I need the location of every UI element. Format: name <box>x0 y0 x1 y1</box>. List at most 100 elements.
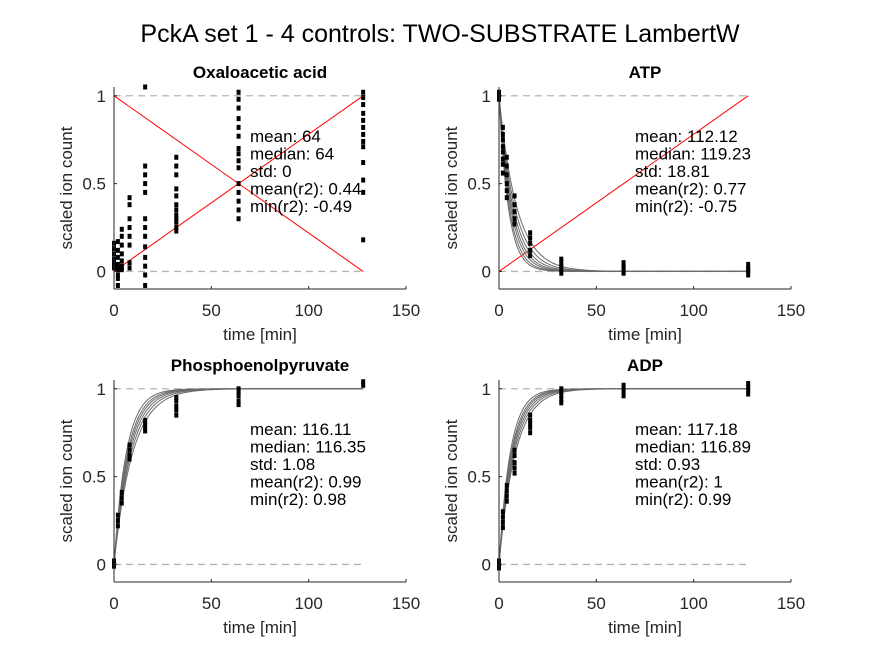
data-point <box>504 154 509 160</box>
data-point <box>621 265 626 271</box>
data-point <box>559 386 564 392</box>
stats-line: mean(r2): 0.99 <box>250 473 362 492</box>
data-point <box>559 389 564 395</box>
stats-line: median: 116.35 <box>250 438 366 457</box>
data-point <box>559 393 564 399</box>
data-point <box>174 163 179 169</box>
data-point <box>143 225 148 231</box>
data-point <box>621 389 626 395</box>
data-point <box>127 233 132 239</box>
data-point <box>504 181 509 187</box>
data-point <box>236 402 241 408</box>
y-tick-label: 1 <box>482 87 491 106</box>
data-point <box>236 116 241 122</box>
stats-line: mean: 117.18 <box>635 420 738 439</box>
data-point <box>119 489 124 495</box>
data-point <box>504 488 509 494</box>
data-point <box>500 519 505 525</box>
data-point <box>174 202 179 208</box>
data-point <box>512 202 517 208</box>
data-point <box>504 188 509 194</box>
data-point <box>512 460 517 466</box>
data-point <box>143 282 148 288</box>
data-point <box>528 412 533 418</box>
x-tick-label: 150 <box>777 301 805 320</box>
data-point <box>143 181 148 187</box>
data-point <box>512 453 517 459</box>
data-point <box>500 149 505 155</box>
data-point <box>504 163 509 169</box>
x-tick-label: 100 <box>294 301 322 320</box>
data-point <box>143 189 148 195</box>
data-point <box>512 470 517 476</box>
stats-line: std: 0 <box>250 162 292 181</box>
data-point <box>174 398 179 404</box>
data-point <box>236 133 241 139</box>
data-point <box>621 386 626 392</box>
data-point <box>528 235 533 241</box>
data-point <box>361 131 366 137</box>
data-point <box>174 403 179 409</box>
data-point <box>361 89 366 95</box>
data-point <box>528 230 533 236</box>
data-point <box>143 244 148 250</box>
x-axis-label: time [min] <box>223 618 297 637</box>
stats-line: mean: 64 <box>250 127 321 146</box>
y-tick-label: 0 <box>482 262 491 281</box>
data-point <box>127 260 132 266</box>
x-axis-label: time [min] <box>608 618 682 637</box>
y-axis-label: scaled ion count <box>442 126 461 249</box>
data-point <box>512 465 517 471</box>
data-point <box>361 160 366 166</box>
data-point <box>500 124 505 130</box>
x-tick-label: 0 <box>494 594 503 613</box>
data-point <box>127 456 132 462</box>
data-point <box>127 202 132 208</box>
data-point <box>143 233 148 239</box>
y-tick-label: 1 <box>97 87 106 106</box>
data-point <box>143 417 148 423</box>
stats-line: mean(r2): 1 <box>635 473 723 492</box>
data-point <box>504 195 509 201</box>
data-point <box>361 102 366 108</box>
stats-line: mean: 116.11 <box>250 420 351 439</box>
data-point <box>236 89 241 95</box>
data-point <box>127 242 132 248</box>
stats-line: std: 1.08 <box>250 455 315 474</box>
data-point <box>236 398 241 404</box>
data-point <box>236 393 241 399</box>
data-point <box>528 417 533 423</box>
data-point <box>119 242 124 248</box>
data-point <box>621 270 626 276</box>
data-point <box>236 181 241 187</box>
chart-panel-3: ADP 0 50 100 150 0 0.5 1 time [min] scaled ion co… <box>442 356 805 637</box>
stats-line: std: 0.93 <box>635 455 700 474</box>
data-point <box>361 144 366 150</box>
data-point <box>528 240 533 246</box>
data-point <box>127 225 132 231</box>
data-point <box>143 421 148 427</box>
data-point <box>143 272 148 278</box>
data-point <box>746 261 751 267</box>
stats-line: min(r2): 0.98 <box>250 490 346 509</box>
x-tick-label: 150 <box>777 594 805 613</box>
data-point <box>746 268 751 274</box>
data-point <box>143 424 148 430</box>
data-point <box>528 247 533 253</box>
y-tick-label: 1 <box>482 380 491 399</box>
data-point <box>746 272 751 278</box>
data-point <box>512 447 517 453</box>
data-point <box>236 158 241 164</box>
stats-line: mean(r2): 0.77 <box>635 180 747 199</box>
data-point <box>236 189 241 195</box>
data-point <box>174 193 179 199</box>
data-point <box>361 237 366 243</box>
y-tick-label: 0.5 <box>82 175 106 194</box>
data-point <box>143 263 148 269</box>
data-point <box>127 216 132 222</box>
data-point <box>559 263 564 269</box>
data-point <box>174 207 179 213</box>
chart-panel-1: ATP 0 50 100 150 0 0.5 1 time [min] scaled ion co… <box>442 63 805 344</box>
x-tick-label: 150 <box>392 301 420 320</box>
data-point <box>361 189 366 195</box>
